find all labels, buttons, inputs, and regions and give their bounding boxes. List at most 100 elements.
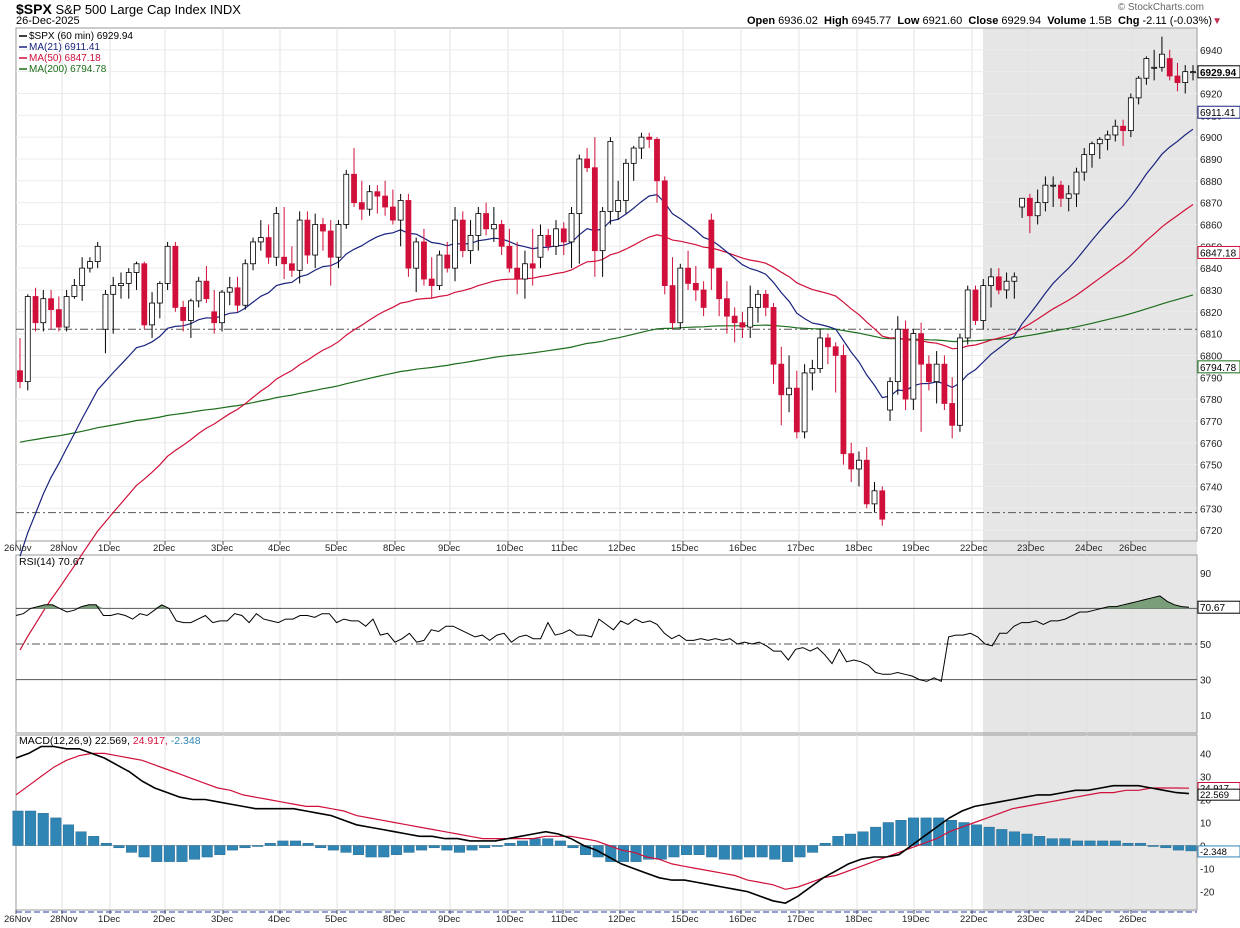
macd-histogram-bar bbox=[1122, 843, 1134, 846]
candle bbox=[79, 267, 86, 286]
macd-title: MACD(12,26,9) 22.569, 24.917, -2.348 bbox=[19, 735, 201, 747]
x-axis-label: 2Dec bbox=[153, 914, 175, 925]
candle bbox=[397, 200, 404, 221]
price-tick-label: 6750 bbox=[1200, 461, 1223, 472]
candle bbox=[1104, 134, 1111, 140]
macd-histogram-bar bbox=[857, 831, 869, 846]
rsi-tick-label: 30 bbox=[1200, 676, 1212, 687]
candle bbox=[832, 346, 839, 356]
candle bbox=[964, 289, 971, 339]
candle bbox=[257, 237, 264, 243]
x-axis-label: 23Dec bbox=[1017, 914, 1045, 925]
last-value-label: 6847.18 bbox=[1200, 248, 1237, 259]
candle bbox=[677, 267, 684, 324]
macd-histogram-bar bbox=[958, 822, 970, 846]
price-tick-label: 6940 bbox=[1200, 46, 1223, 57]
macd-histogram-bar bbox=[756, 845, 768, 858]
candle bbox=[941, 363, 948, 404]
macd-histogram-bar bbox=[340, 845, 352, 853]
macd-histogram-bar bbox=[996, 829, 1008, 846]
candle bbox=[94, 245, 101, 262]
macd-histogram-bar bbox=[895, 819, 907, 846]
candle bbox=[17, 370, 23, 383]
pane-frame-price bbox=[15, 27, 1198, 542]
candle bbox=[506, 245, 513, 269]
candle bbox=[747, 307, 754, 328]
price-tick-label: 6720 bbox=[1200, 526, 1223, 537]
macd-histogram-bar bbox=[529, 838, 541, 846]
candle bbox=[48, 298, 54, 311]
price-tick-label: 6880 bbox=[1200, 177, 1223, 188]
macd-histogram-bar bbox=[504, 843, 516, 846]
candle bbox=[1058, 184, 1064, 199]
candle bbox=[630, 147, 637, 164]
candle bbox=[607, 141, 614, 212]
macd-histogram-bar bbox=[655, 845, 667, 860]
candle bbox=[623, 162, 629, 201]
price-tick-label: 6920 bbox=[1200, 89, 1223, 100]
macd-histogram-bar bbox=[151, 845, 163, 862]
candle bbox=[188, 300, 194, 321]
candle bbox=[125, 272, 132, 284]
macd-histogram-bar bbox=[416, 845, 428, 851]
rsi-tick-label: 50 bbox=[1200, 640, 1212, 651]
candle bbox=[692, 283, 699, 291]
chart-header: $SPX S&P 500 Large Cap Index INDX 26-Dec… bbox=[0, 0, 1240, 28]
macd-histogram-bar bbox=[882, 822, 894, 846]
symbol: $SPX bbox=[16, 1, 52, 17]
x-axis-label: 15Dec bbox=[671, 914, 699, 925]
candle bbox=[428, 278, 435, 286]
candle bbox=[1182, 71, 1189, 83]
candle bbox=[685, 267, 691, 284]
candle bbox=[1003, 280, 1010, 291]
macd-histogram-bar bbox=[100, 843, 112, 846]
candle bbox=[545, 234, 552, 247]
macd-value-tag bbox=[1197, 788, 1240, 801]
candle bbox=[242, 263, 249, 306]
macd-histogram-bar bbox=[428, 845, 440, 849]
candle bbox=[615, 200, 622, 212]
candle bbox=[817, 337, 824, 369]
x-axis-label: 28Nov bbox=[50, 543, 78, 554]
macd-histogram-bar bbox=[794, 845, 806, 858]
price-tick-label: 6870 bbox=[1200, 199, 1223, 210]
candle bbox=[203, 280, 210, 300]
candle bbox=[879, 490, 886, 520]
high-label: High bbox=[824, 15, 849, 27]
exchange: INDX bbox=[209, 2, 241, 17]
candle bbox=[1050, 184, 1057, 187]
candle bbox=[1143, 58, 1150, 79]
candle bbox=[110, 285, 117, 295]
volume-label: Volume bbox=[1047, 15, 1087, 27]
candle bbox=[529, 263, 536, 269]
macd-histogram-bar bbox=[113, 845, 125, 849]
x-axis-label: 16Dec bbox=[729, 914, 757, 925]
candle bbox=[366, 191, 373, 210]
macd-histogram-bar bbox=[302, 843, 314, 846]
last-value-label: 6929.94 bbox=[1200, 68, 1237, 79]
chg-label: Chg bbox=[1118, 15, 1140, 27]
last-value-tag bbox=[1197, 360, 1240, 374]
x-axis-label: 8Dec bbox=[383, 914, 405, 925]
candle bbox=[335, 224, 342, 258]
candle bbox=[1159, 53, 1165, 68]
macd-histogram-bar bbox=[844, 833, 856, 846]
candle bbox=[467, 234, 474, 252]
macd-histogram-bar bbox=[37, 813, 49, 846]
candle bbox=[514, 267, 521, 280]
price-tick-label: 6830 bbox=[1200, 286, 1223, 297]
candle bbox=[444, 254, 451, 269]
candle bbox=[273, 213, 280, 258]
legend-label: MA(200) 6794.78 bbox=[29, 64, 107, 75]
candle bbox=[358, 202, 365, 210]
x-axis-label: 2Dec bbox=[153, 543, 175, 554]
candle bbox=[700, 289, 707, 308]
macd-histogram-bar bbox=[908, 817, 919, 846]
candle bbox=[1135, 77, 1142, 99]
candle bbox=[786, 387, 792, 396]
macd-histogram-bar bbox=[403, 845, 415, 853]
x-axis-label: 4Dec bbox=[268, 543, 290, 554]
candle bbox=[591, 167, 598, 252]
candle bbox=[988, 276, 994, 286]
